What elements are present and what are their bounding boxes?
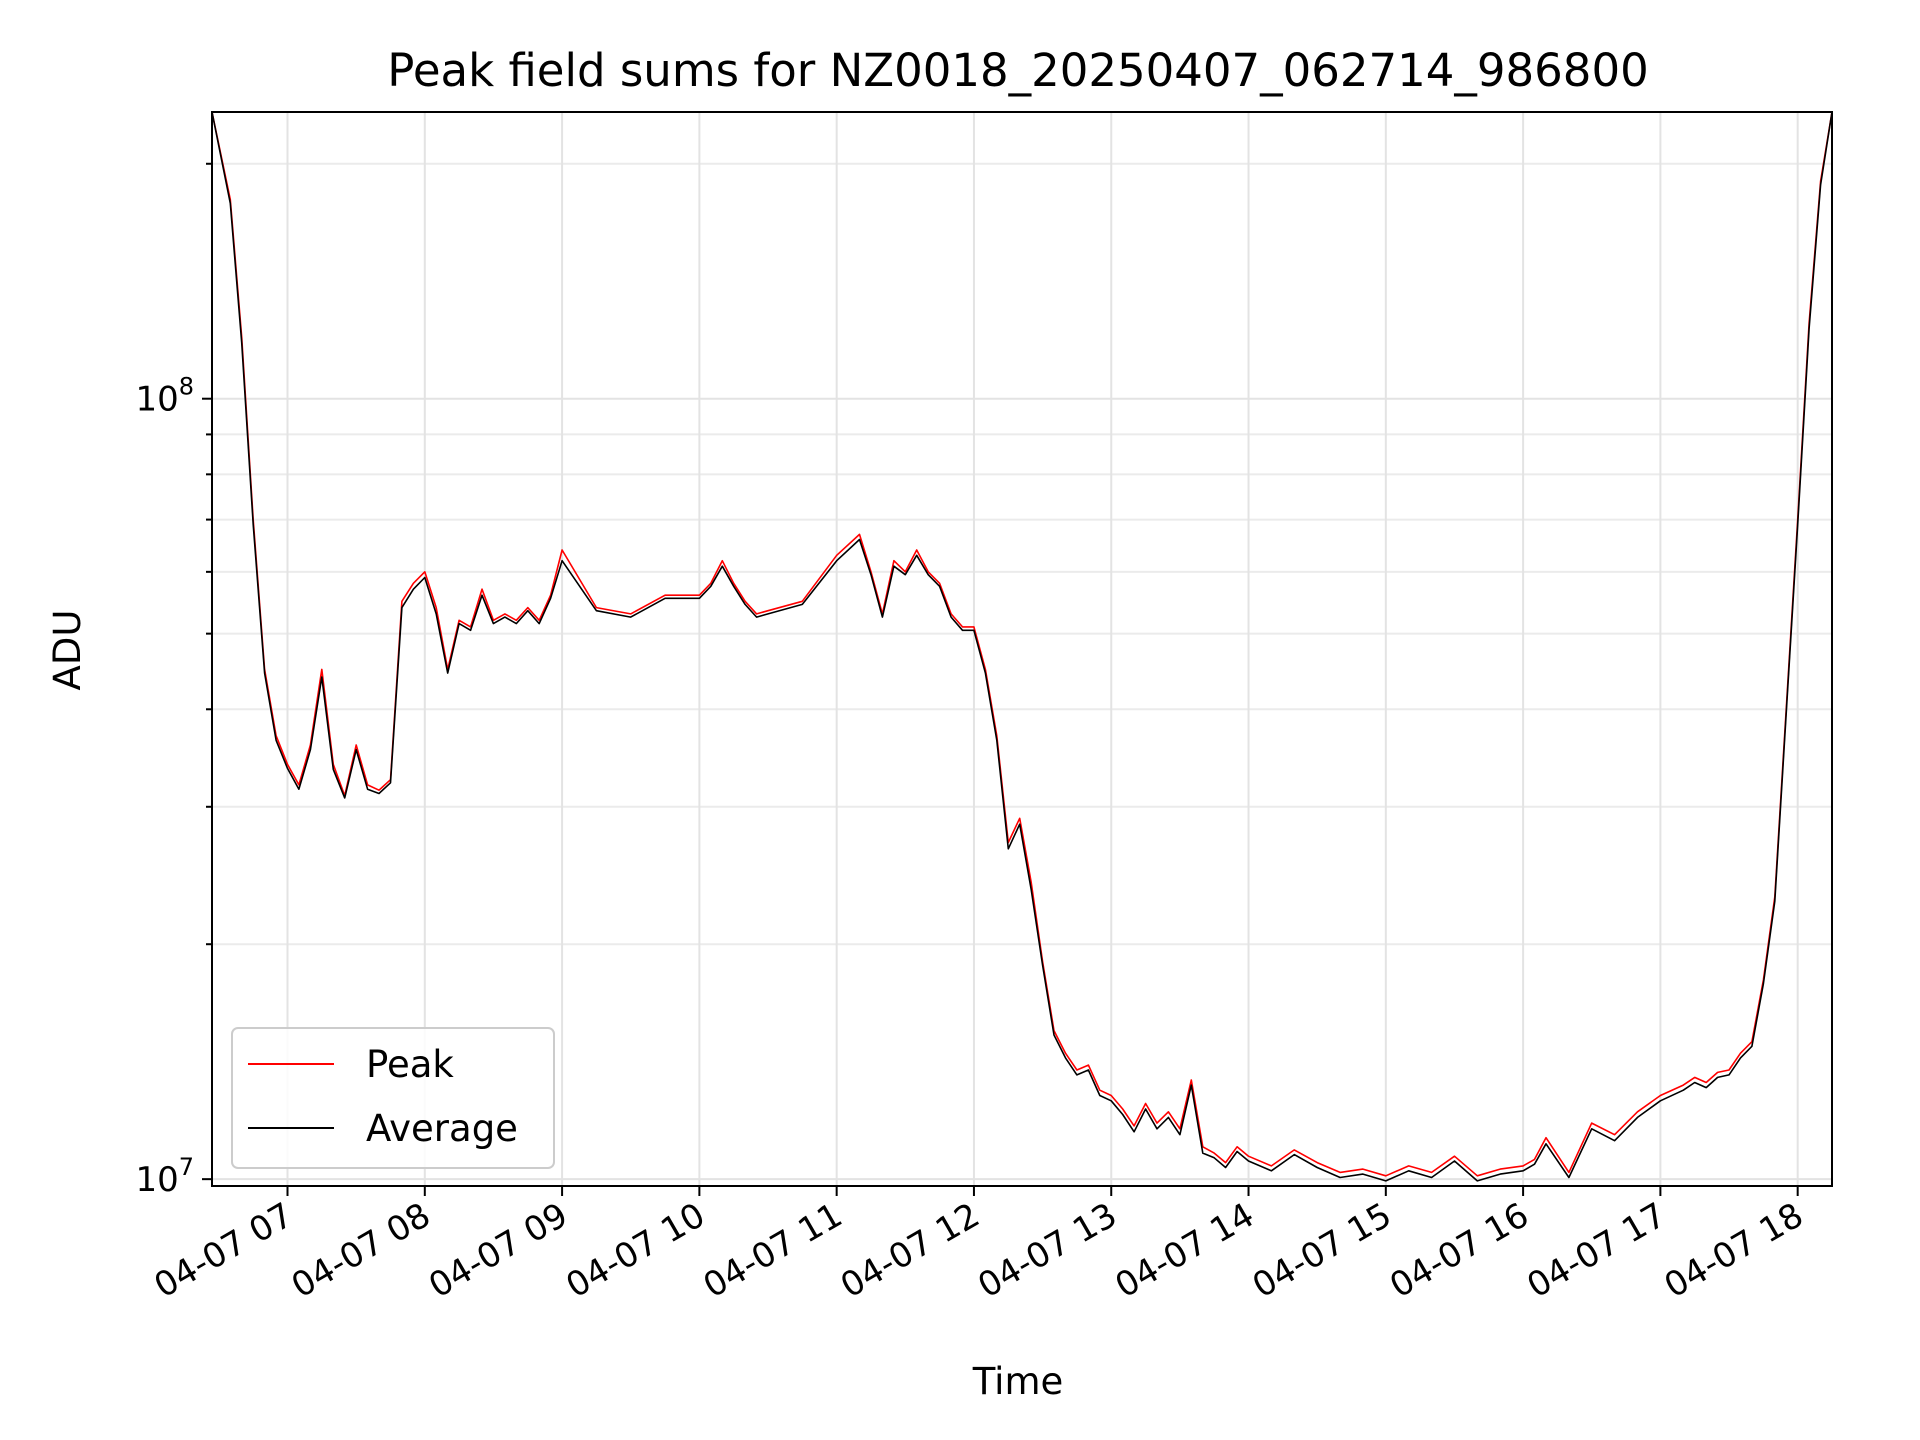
y-tick-label: 107: [135, 1153, 194, 1200]
grid: [212, 112, 1832, 1186]
x-axis-label: Time: [972, 1360, 1064, 1403]
legend-label-average: Average: [366, 1107, 518, 1150]
y-tick-label: 108: [135, 373, 194, 420]
series-line-average: [211, 111, 1833, 1182]
series-lines: [211, 111, 1833, 1182]
legend: Peak Average: [231, 1027, 555, 1169]
plot-frame: [211, 111, 1833, 1187]
y-axis: 107 108: [135, 162, 212, 1200]
y-axis-label: ADU: [46, 610, 89, 691]
chart-title: Peak field sums for NZ0018_20250407_0627…: [387, 44, 1648, 97]
legend-label-peak: Peak: [366, 1043, 454, 1086]
